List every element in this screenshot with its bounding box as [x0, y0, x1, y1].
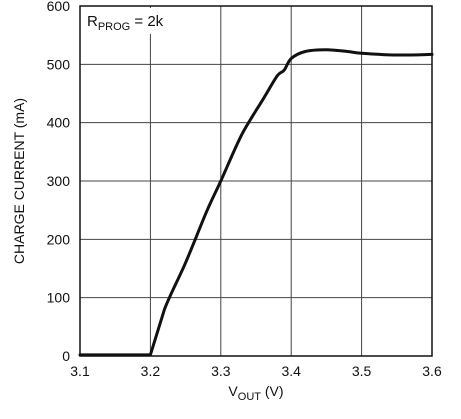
y-tick-label: 200 [47, 231, 71, 247]
x-axis-label-subscript: OUT [238, 391, 262, 403]
x-tick-label: 3.4 [281, 363, 301, 379]
rprog-annotation: RPROG = 2k [87, 13, 164, 33]
annotation-background [82, 8, 171, 34]
annotation-rest: = 2k [130, 13, 163, 30]
y-axis-label: CHARGE CURRENT (mA) [11, 98, 27, 264]
series-line [78, 48, 434, 357]
x-tick-label: 3.1 [70, 363, 90, 379]
y-tick-label: 100 [47, 290, 71, 306]
y-tick-label: 500 [47, 56, 71, 72]
annotation-subscript: PROG [98, 21, 130, 33]
x-axis-label-rest: (V) [261, 383, 284, 399]
plot-frame [79, 5, 433, 357]
grid-lines [80, 6, 432, 356]
tick-labels: 3.1 3.2 3.3 3.4 3.5 3.6 0 100 200 300 400 500 600 [47, 0, 442, 379]
y-tick-label: 600 [47, 0, 71, 14]
y-tick-label: 400 [47, 115, 71, 131]
x-tick-label: 3.6 [422, 363, 442, 379]
y-tick-label: 0 [62, 348, 70, 364]
annotation-main: R [87, 13, 98, 30]
x-axis-label-main: V [228, 383, 238, 399]
x-tick-label: 3.2 [141, 363, 161, 379]
x-tick-label: 3.3 [211, 363, 231, 379]
x-axis-label: VOUT (V) [228, 383, 283, 403]
x-tick-label: 3.5 [352, 363, 372, 379]
y-tick-label: 300 [47, 173, 71, 189]
